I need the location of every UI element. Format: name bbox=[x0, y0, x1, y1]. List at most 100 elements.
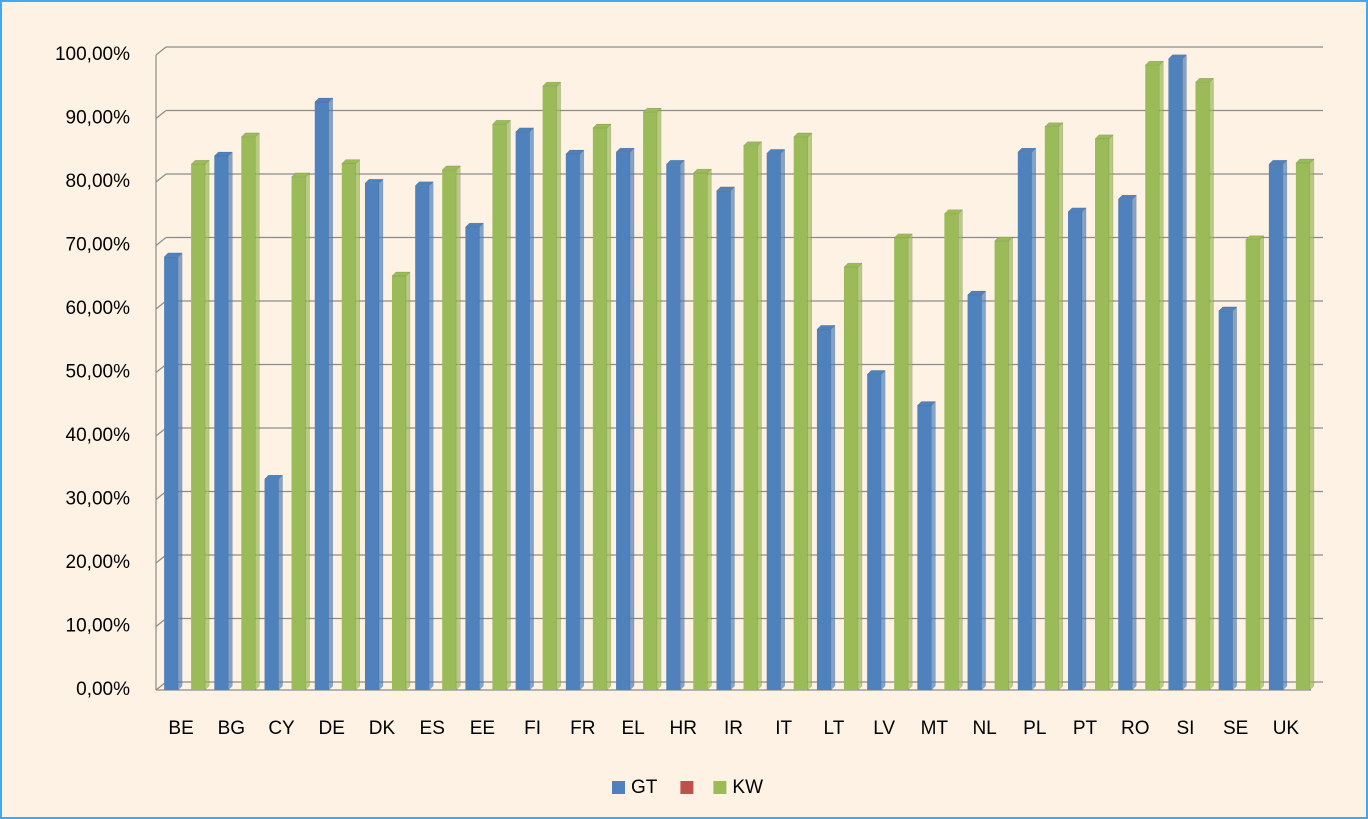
bar-top bbox=[642, 107, 662, 113]
bar-side bbox=[1031, 147, 1037, 691]
bar-side bbox=[780, 148, 785, 691]
bar-top bbox=[916, 401, 936, 406]
bar-top bbox=[1067, 207, 1087, 213]
x-tick-label: FR bbox=[570, 718, 595, 739]
bar-top bbox=[414, 181, 434, 187]
bar bbox=[1044, 126, 1059, 690]
bar-top bbox=[816, 325, 836, 330]
bar bbox=[415, 185, 430, 690]
bar-side bbox=[606, 123, 612, 691]
grid-line-depth bbox=[155, 46, 167, 56]
bar bbox=[1068, 211, 1083, 690]
bar-side bbox=[1058, 122, 1064, 691]
bar-side bbox=[807, 132, 812, 691]
x-tick-label: EL bbox=[621, 718, 644, 739]
bar-top bbox=[1268, 159, 1288, 165]
legend-swatch bbox=[612, 781, 625, 794]
bar bbox=[1268, 164, 1283, 691]
bar bbox=[164, 256, 179, 690]
y-tick-label: 80,00% bbox=[66, 171, 131, 192]
bar-side bbox=[730, 186, 735, 691]
legend-swatch bbox=[713, 781, 727, 794]
bar-top bbox=[966, 290, 987, 296]
bar-side bbox=[204, 159, 210, 691]
bar-side bbox=[529, 127, 534, 691]
bar bbox=[917, 405, 932, 690]
bar bbox=[1195, 82, 1210, 691]
bar bbox=[967, 295, 982, 690]
bar-top bbox=[364, 179, 384, 184]
bar-top bbox=[213, 151, 233, 157]
bar bbox=[816, 329, 831, 690]
bar bbox=[264, 479, 279, 690]
bar-top bbox=[615, 147, 635, 153]
bar-side bbox=[328, 97, 334, 691]
y-tick-label: 100,00% bbox=[55, 44, 130, 65]
bar-side bbox=[1008, 236, 1013, 691]
bar-side bbox=[656, 107, 662, 691]
bar-side bbox=[857, 262, 863, 691]
bar-side bbox=[830, 324, 836, 691]
bar-top bbox=[290, 172, 311, 178]
bar-side bbox=[177, 252, 183, 691]
bar-side bbox=[228, 151, 233, 691]
legend-label: KW bbox=[732, 777, 763, 798]
bar-side bbox=[931, 400, 936, 691]
bar-side bbox=[378, 178, 384, 691]
bar bbox=[843, 267, 858, 690]
bar-top bbox=[391, 271, 411, 277]
bar bbox=[542, 86, 557, 691]
bar-top bbox=[866, 370, 886, 375]
bar-side bbox=[1259, 235, 1264, 691]
x-tick-label: IT bbox=[775, 718, 792, 739]
bar-side bbox=[629, 147, 635, 691]
bar-top bbox=[1144, 60, 1164, 66]
bar-side bbox=[907, 233, 913, 691]
bar-side bbox=[355, 158, 361, 691]
bar-top bbox=[843, 262, 863, 268]
bar-top bbox=[190, 159, 210, 165]
x-tick-label: LT bbox=[824, 718, 845, 739]
x-tick-label: NL bbox=[972, 718, 996, 739]
bar-side bbox=[880, 369, 886, 691]
bar bbox=[442, 169, 457, 690]
bar-side bbox=[1232, 306, 1237, 691]
bar-side bbox=[455, 165, 461, 691]
bar bbox=[894, 237, 909, 690]
bar-top bbox=[441, 165, 461, 171]
x-tick-label: SE bbox=[1223, 718, 1248, 739]
y-tick-label: 20,00% bbox=[66, 552, 131, 573]
y-tick-label: 90,00% bbox=[66, 108, 131, 129]
bar bbox=[341, 163, 356, 690]
bar bbox=[1245, 239, 1260, 690]
bar bbox=[1295, 162, 1310, 690]
bar bbox=[364, 183, 379, 690]
bar-side bbox=[278, 474, 283, 691]
bar-side bbox=[680, 159, 685, 691]
bar-top bbox=[1194, 78, 1215, 83]
x-tick-label: EE bbox=[470, 718, 495, 739]
bar bbox=[666, 164, 681, 691]
bar bbox=[944, 213, 959, 690]
x-tick-label: PL bbox=[1023, 718, 1046, 739]
x-tick-label: SI bbox=[1176, 718, 1194, 739]
grid-line-depth bbox=[155, 237, 167, 246]
bar-top bbox=[464, 222, 485, 228]
y-tick-label: 30,00% bbox=[66, 489, 131, 510]
y-tick-label: 50,00% bbox=[66, 362, 131, 383]
bar-top bbox=[240, 132, 260, 138]
bar bbox=[1168, 58, 1183, 691]
bar bbox=[616, 152, 631, 690]
bar-top bbox=[943, 209, 963, 214]
x-tick-label: PT bbox=[1073, 718, 1098, 739]
bar-side bbox=[1182, 54, 1187, 691]
bar bbox=[716, 190, 731, 690]
bar bbox=[391, 275, 406, 690]
bar-side bbox=[1209, 77, 1214, 691]
x-tick-label: BG bbox=[218, 718, 245, 739]
y-tick-label: 60,00% bbox=[66, 298, 131, 319]
bar bbox=[643, 112, 658, 690]
bar bbox=[994, 241, 1009, 690]
bar-top bbox=[542, 81, 562, 87]
bar-side bbox=[1158, 60, 1164, 691]
